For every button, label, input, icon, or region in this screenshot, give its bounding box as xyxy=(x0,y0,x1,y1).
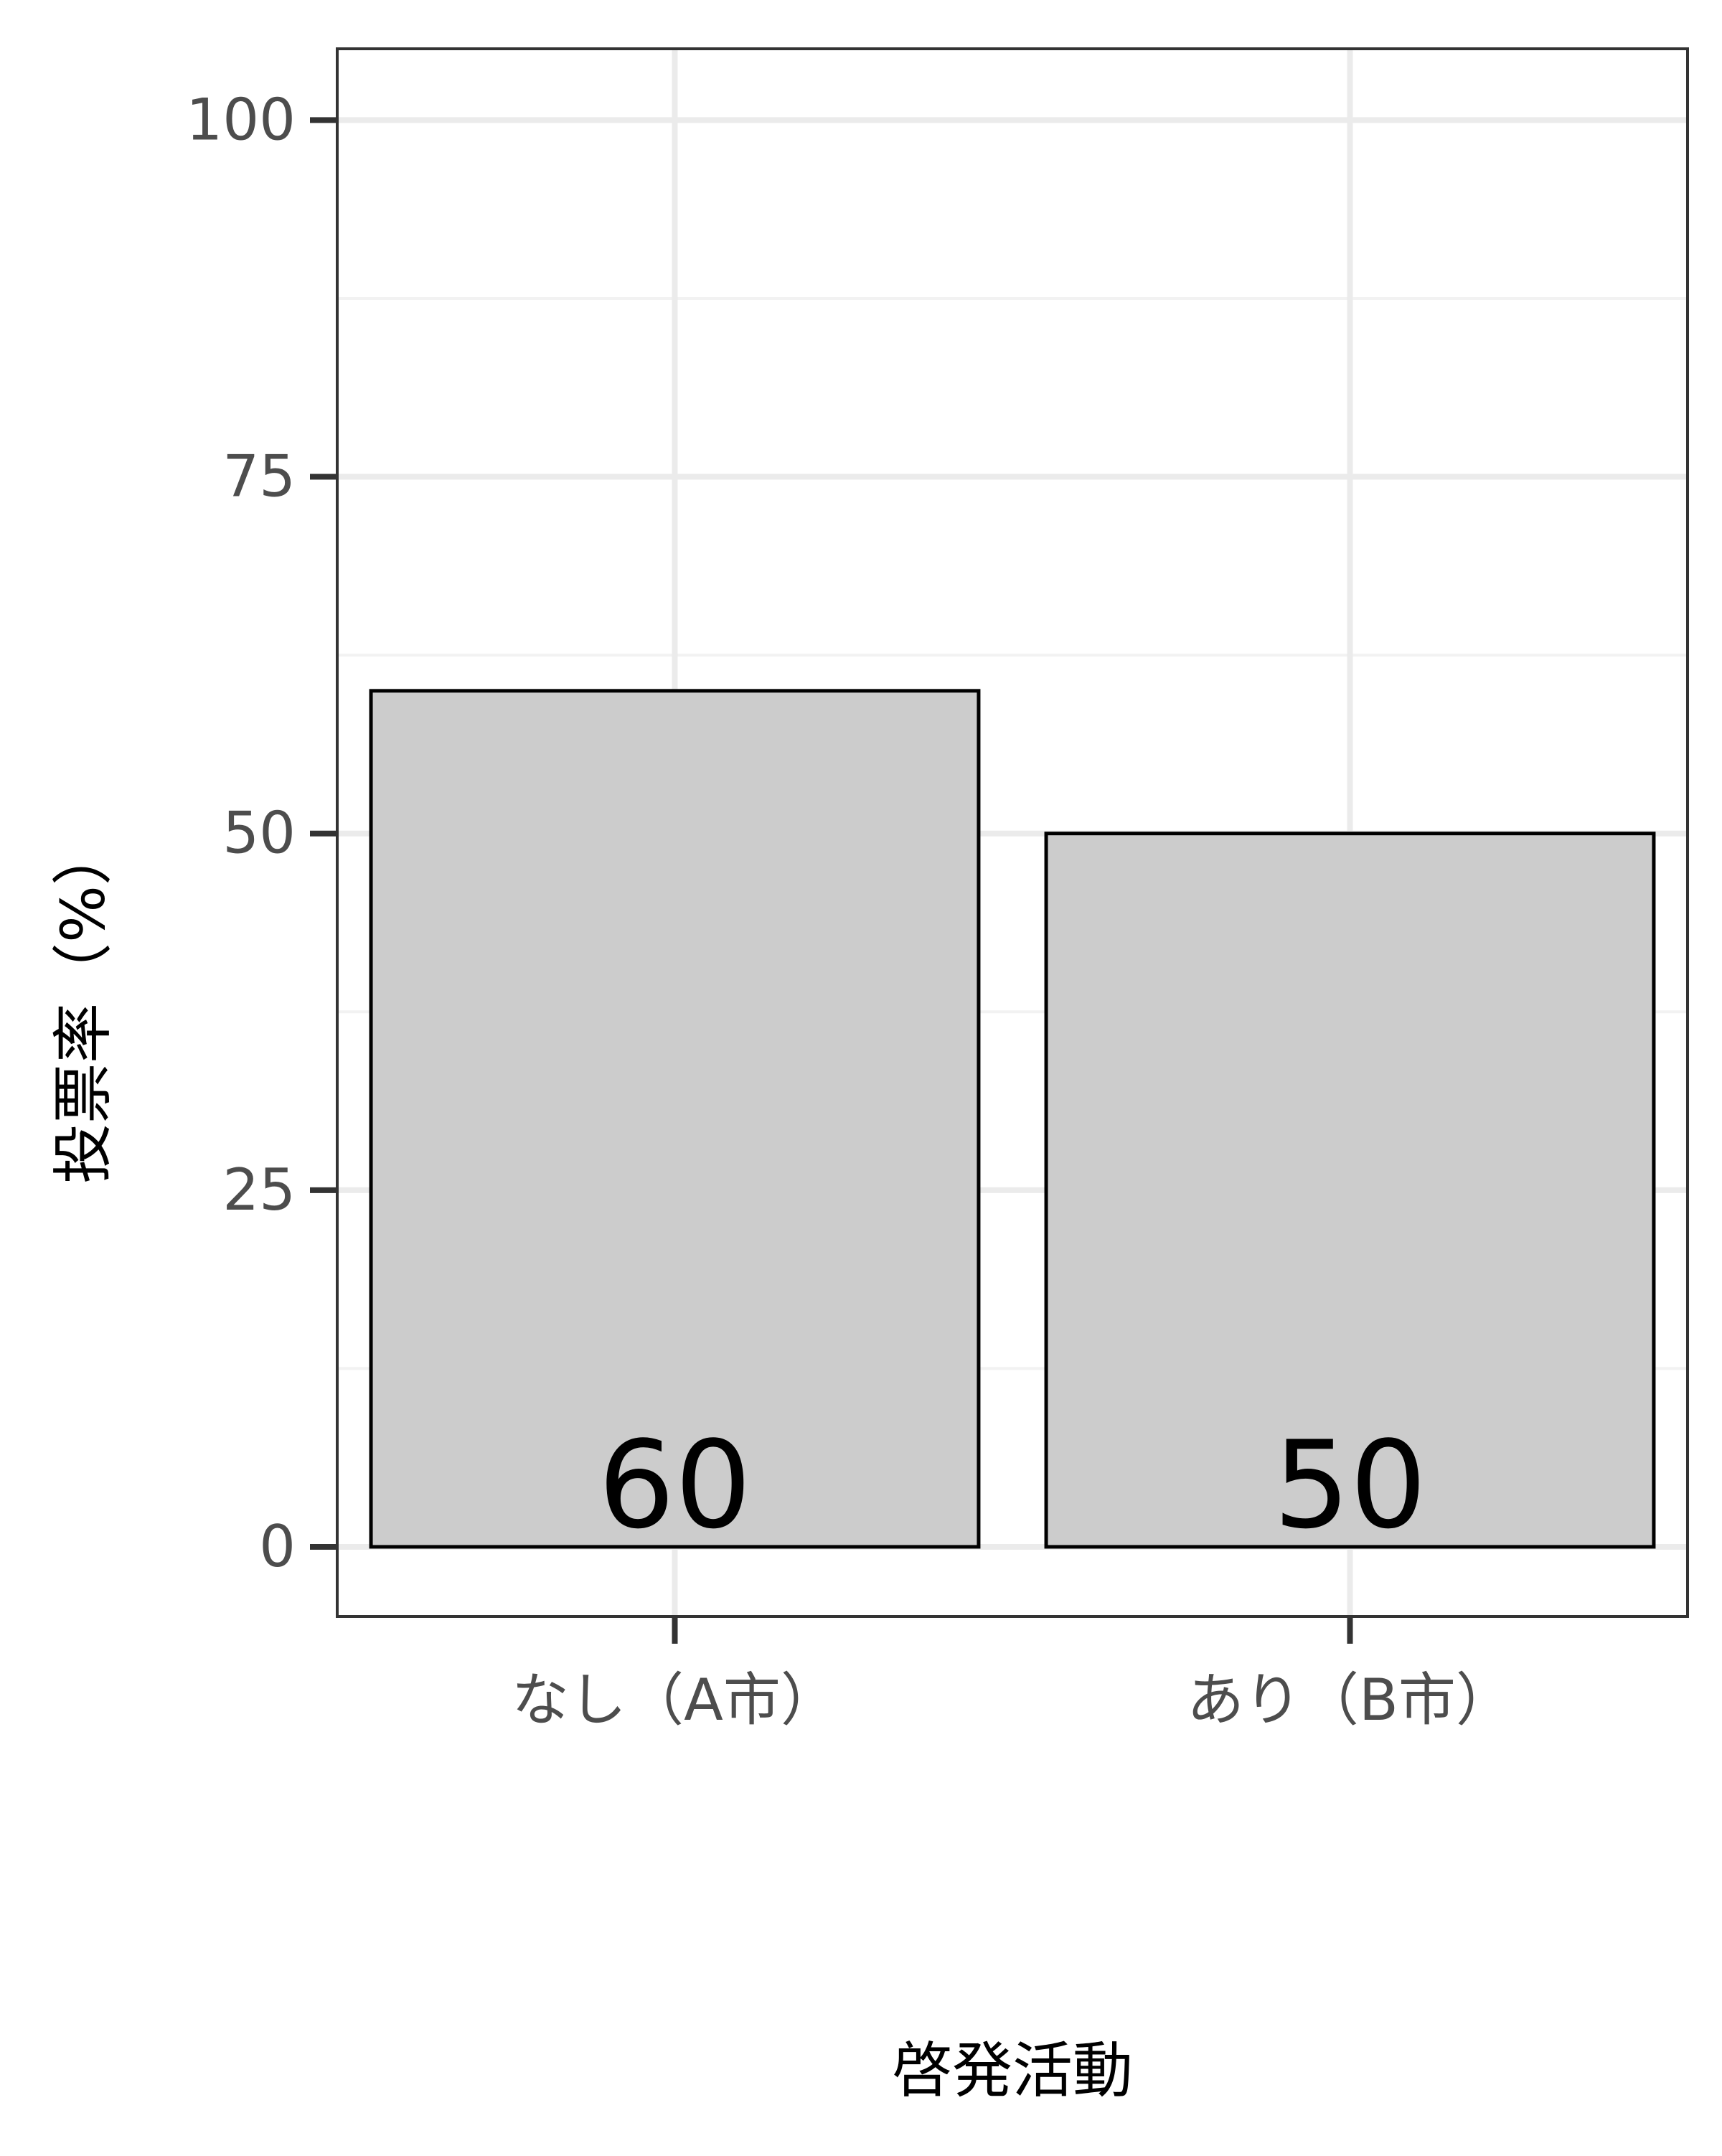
data-labels: 60 50 xyxy=(598,1415,1427,1555)
x-tick-label-2: あり（B市） xyxy=(1187,1667,1513,1733)
y-tick-label: 50 xyxy=(222,800,296,867)
bar-2 xyxy=(1044,832,1656,1549)
bars xyxy=(369,689,1656,1549)
axes: 0 25 50 75 100 なし（A市） あり（B市） xyxy=(186,86,1513,1733)
y-tick-label: 25 xyxy=(222,1157,296,1223)
y-tick-label: 100 xyxy=(186,86,296,153)
data-label-1: 60 xyxy=(598,1415,752,1555)
y-tick-label: 75 xyxy=(222,443,296,510)
y-tick-label: 0 xyxy=(259,1513,296,1580)
y-axis-title: 投票率（%） xyxy=(48,825,118,1184)
data-label-2: 50 xyxy=(1274,1415,1427,1555)
x-tick-label-1: なし（A市） xyxy=(512,1667,838,1733)
bar-1 xyxy=(369,689,981,1549)
x-axis-title: 啓発活動 xyxy=(892,2035,1133,2106)
